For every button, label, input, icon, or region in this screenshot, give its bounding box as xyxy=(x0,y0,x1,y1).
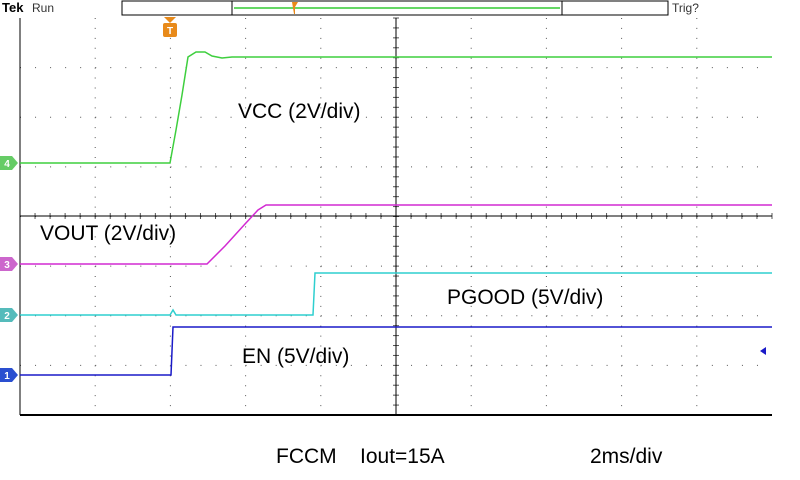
ch4-marker-shape xyxy=(0,156,18,170)
vcc-trace xyxy=(20,51,772,164)
vout-trace xyxy=(20,204,772,265)
ch4-marker: 4 xyxy=(4,159,10,170)
run-status: Run xyxy=(32,1,54,15)
ch2-marker-shape xyxy=(0,308,18,322)
trigger-marker: T xyxy=(167,26,173,37)
pgood-trace xyxy=(20,272,772,316)
en-trace xyxy=(20,326,772,376)
en-label: EN (5V/div) xyxy=(242,345,349,368)
trigger-marker-box xyxy=(163,23,177,37)
pgood-label: PGOOD (5V/div) xyxy=(447,286,603,309)
trigger-status: Trig? xyxy=(672,1,699,15)
ch3-marker-shape xyxy=(0,257,18,271)
vout-label: VOUT (2V/div) xyxy=(40,222,176,245)
vcc-label: VCC (2V/div) xyxy=(238,100,361,123)
mode: FCCM xyxy=(276,445,337,468)
trigger-pos-icon xyxy=(292,2,298,14)
brand: Tek xyxy=(2,0,24,15)
channel-markers: 4 3 2 1 xyxy=(0,156,18,382)
en-ref-marker xyxy=(760,347,766,355)
timebase: 2ms/div xyxy=(590,445,663,468)
ch1-marker: 1 xyxy=(4,371,10,382)
ch2-marker: 2 xyxy=(4,311,10,322)
ch3-marker: 3 xyxy=(4,260,10,271)
current: Iout=15A xyxy=(360,445,445,468)
trigger-arrow xyxy=(164,17,176,23)
ch1-marker-shape xyxy=(0,368,18,382)
